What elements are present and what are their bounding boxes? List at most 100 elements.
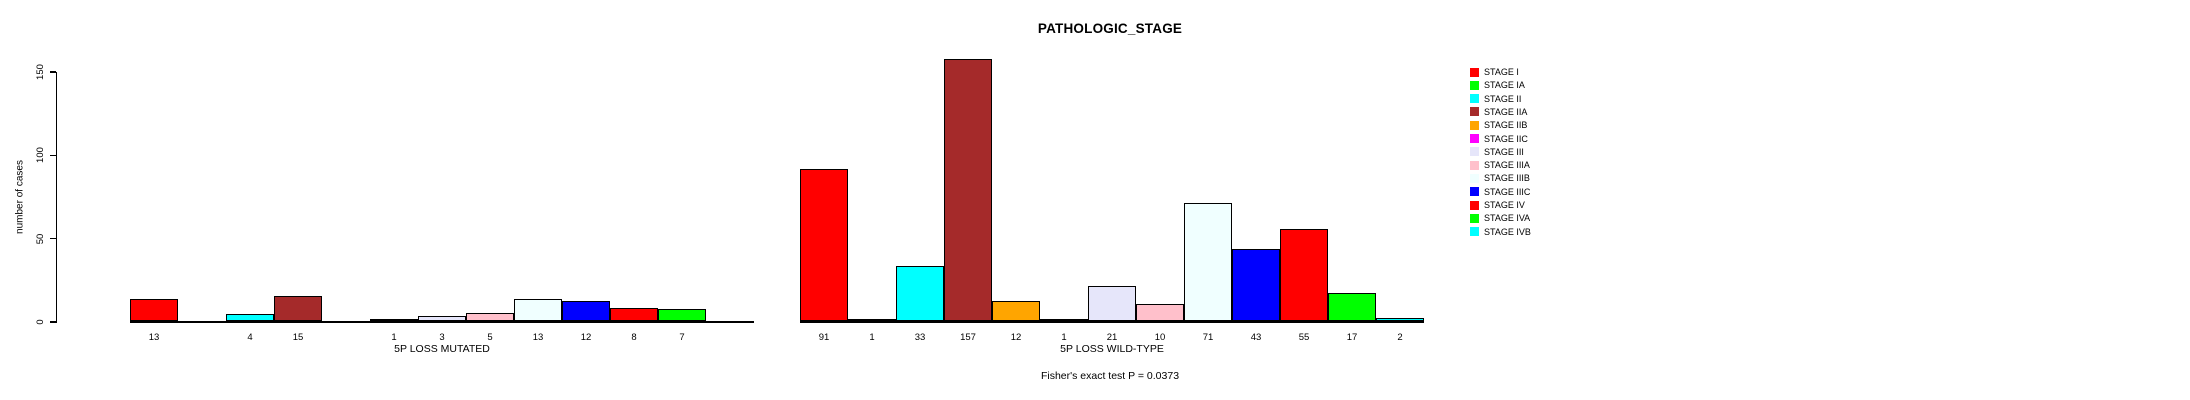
bar-value-label: 13	[148, 332, 160, 343]
legend-swatch-stage-iva	[1470, 213, 1479, 223]
legend-swatch-stage-iiia	[1470, 160, 1479, 170]
bar-stage-ii	[226, 314, 274, 321]
legend-label: STAGE IIIC	[1484, 186, 1531, 197]
y-tick	[49, 321, 56, 323]
bar-value-label: 43	[1250, 332, 1262, 343]
legend-swatch-stage-iia	[1470, 107, 1479, 117]
bar-stage-iva	[1328, 293, 1376, 321]
legend-item-stage-iv: STAGE IV	[1470, 200, 1525, 211]
bar-value-label: 71	[1202, 332, 1214, 343]
bar-stage-iic	[1040, 319, 1088, 321]
bar-value-label: 91	[818, 332, 830, 343]
legend-label: STAGE II	[1484, 93, 1522, 104]
bar-stage-iib	[992, 301, 1040, 321]
bar-stage-i	[130, 299, 178, 321]
legend-item-stage-iia: STAGE IIA	[1470, 106, 1527, 117]
legend-label: STAGE IIA	[1484, 106, 1528, 117]
legend-swatch-stage-i	[1470, 67, 1479, 77]
legend-label: STAGE IIB	[1484, 120, 1528, 131]
y-tick	[49, 237, 56, 240]
y-axis-line	[55, 72, 57, 323]
legend-swatch-stage-iiib	[1470, 173, 1479, 183]
bar-stage-ii	[896, 266, 944, 321]
bar-stage-iic	[370, 319, 418, 321]
legend-swatch-stage-iv	[1470, 200, 1479, 210]
legend-item-stage-i: STAGE I	[1470, 67, 1519, 78]
bar-stage-iv	[1280, 229, 1328, 321]
legend-item-stage-iii: STAGE III	[1470, 146, 1524, 157]
legend-swatch-stage-ivb	[1470, 227, 1479, 237]
bar-value-label: 3	[439, 332, 445, 343]
bar-value-label: 21	[1106, 332, 1118, 343]
y-axis-label: number of cases	[14, 160, 26, 234]
bar-stage-iiic	[562, 301, 610, 321]
legend-item-stage-iiic: STAGE IIIC	[1470, 186, 1530, 197]
legend-label: STAGE I	[1484, 67, 1519, 77]
bar-value-label: 157	[960, 332, 976, 343]
bar-stage-iii	[418, 316, 466, 321]
bar-value-label: 8	[631, 332, 637, 343]
bar-value-label: 13	[532, 332, 544, 343]
y-tick	[49, 154, 56, 157]
bar-stage-iia	[274, 296, 322, 321]
y-tick-label: 100	[35, 147, 46, 164]
bar-value-label: 1	[391, 332, 397, 343]
bar-stage-i	[800, 169, 848, 321]
chart-title: PATHOLOGIC_STAGE	[1037, 21, 1183, 36]
bar-stage-iia	[944, 59, 992, 321]
legend-label: STAGE IIIB	[1484, 173, 1530, 184]
bar-value-label: 1	[869, 332, 875, 343]
legend-item-stage-iva: STAGE IVA	[1470, 213, 1530, 224]
legend-label: STAGE IIC	[1484, 133, 1528, 144]
legend-item-stage-iib: STAGE IIB	[1470, 120, 1527, 131]
legend-item-stage-iiia: STAGE IIIA	[1470, 160, 1530, 171]
x-axis-baseline	[800, 321, 1424, 323]
fisher-test-annotation: Fisher's exact test P = 0.0373	[1040, 370, 1180, 382]
legend-swatch-stage-iii	[1470, 147, 1479, 157]
bar-value-label: 55	[1298, 332, 1310, 343]
y-tick	[49, 71, 56, 73]
bar-stage-iiia	[466, 313, 514, 321]
legend-item-stage-ivb: STAGE IVB	[1470, 226, 1531, 237]
bar-stage-iv	[610, 308, 658, 321]
legend-item-stage-ia: STAGE IA	[1470, 80, 1525, 91]
bar-value-label: 15	[292, 332, 304, 343]
bar-stage-ivb	[1376, 318, 1424, 321]
bar-value-label: 1	[1061, 332, 1067, 343]
bar-stage-iiia	[1136, 304, 1184, 321]
group-label-5p-loss-wild-type: 5P LOSS WILD-TYPE	[1060, 343, 1164, 355]
legend-label: STAGE IIIA	[1484, 160, 1530, 171]
bar-value-label: 2	[1397, 332, 1403, 343]
y-tick-label: 50	[35, 233, 46, 244]
legend-swatch-stage-ii	[1470, 94, 1479, 104]
bar-stage-iiic	[1232, 249, 1280, 321]
legend-swatch-stage-ia	[1470, 80, 1479, 90]
legend-item-stage-ii: STAGE II	[1470, 93, 1521, 104]
y-tick-label: 0	[35, 319, 46, 325]
bar-value-label: 33	[914, 332, 926, 343]
bar-value-label: 12	[1010, 332, 1022, 343]
bar-stage-iiib	[1184, 203, 1232, 321]
legend-swatch-stage-iic	[1470, 134, 1479, 143]
legend-swatch-stage-iiic	[1470, 187, 1479, 197]
bar-value-label: 10	[1154, 332, 1166, 343]
bar-stage-iva	[658, 309, 706, 321]
bar-value-label: 17	[1346, 332, 1358, 343]
bar-value-label: 7	[679, 332, 685, 343]
bar-value-label: 4	[247, 332, 253, 343]
legend-label: STAGE IVA	[1484, 213, 1531, 224]
legend-label: STAGE IVB	[1484, 226, 1531, 237]
legend-item-stage-iiib: STAGE IIIB	[1470, 173, 1530, 184]
y-tick-label: 150	[35, 64, 46, 80]
legend-label: STAGE IV	[1484, 200, 1525, 210]
legend-label: STAGE III	[1484, 146, 1524, 157]
x-axis-baseline	[130, 321, 754, 323]
bar-stage-ia	[848, 319, 896, 321]
legend-item-stage-iic: STAGE IIC	[1470, 133, 1528, 144]
group-label-5p-loss-mutated: 5P LOSS MUTATED	[394, 343, 490, 355]
bar-stage-iii	[1088, 286, 1136, 321]
bar-value-label: 5	[487, 332, 493, 343]
bar-value-label: 12	[580, 332, 592, 343]
bar-stage-iiib	[514, 299, 562, 321]
